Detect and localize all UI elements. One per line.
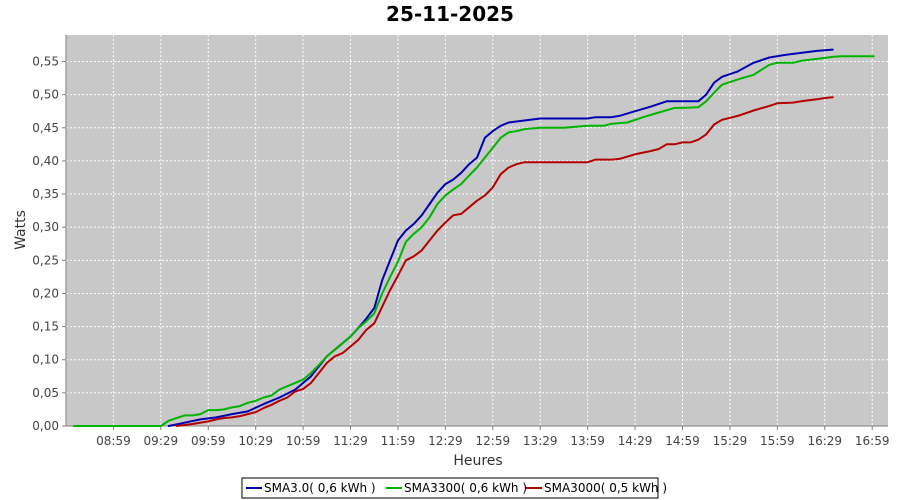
x-tick-label: 09:59 (191, 434, 226, 448)
y-tick-label: 0,30 (32, 220, 59, 234)
series-lines (72, 48, 875, 427)
chart-legend: SMA3.0( 0,6 kWh ) SMA3300( 0,6 kWh ) SMA30… (241, 477, 667, 499)
legend-label-0: SMA3.0( 0,6 kWh ) (264, 481, 376, 495)
chart-title: 25-11-2025 (386, 2, 514, 26)
x-tick-label: 12:59 (476, 434, 511, 448)
legend-label-2: SMA3000( 0,5 kWh ) (544, 481, 667, 495)
y-tick-label: 0,55 (32, 55, 59, 69)
y-tick-label: 0,25 (32, 253, 59, 267)
legend-box (241, 477, 659, 499)
x-tick-label: 16:59 (855, 434, 890, 448)
y-tick-label: 0,45 (32, 121, 59, 135)
y-tick-label: 0,00 (32, 419, 59, 433)
y-axis-label: Watts (13, 210, 29, 250)
x-axis-ticks: 08:59 09:29 09:59 10:29 10:59 11:29 11:59 12:29… (96, 426, 889, 448)
y-axis-ticks: 0,00 0,05 0,10 0,15 0,20 0,25 0,30 0,35 0,40 0,45… (32, 55, 66, 433)
y-tick-label: 0,05 (32, 386, 59, 400)
y-tick-label: 0,15 (32, 320, 59, 334)
x-tick-label: 09:29 (144, 434, 179, 448)
x-tick-label: 10:59 (286, 434, 321, 448)
series-line-0 (167, 48, 834, 427)
x-tick-label: 11:29 (333, 434, 368, 448)
x-axis-label: Heures (453, 453, 502, 469)
grid-lines (66, 35, 888, 426)
y-tick-label: 0,40 (32, 154, 59, 168)
x-tick-label: 15:59 (760, 434, 795, 448)
x-tick-label: 16:29 (807, 434, 842, 448)
x-tick-label: 15:29 (713, 434, 748, 448)
x-tick-label: 13:59 (570, 434, 605, 448)
series-line-1 (72, 55, 875, 427)
y-tick-label: 0,50 (32, 88, 59, 102)
x-tick-label: 08:59 (96, 434, 131, 448)
x-tick-label: 11:59 (381, 434, 416, 448)
x-tick-label: 14:59 (665, 434, 700, 448)
y-tick-label: 0,10 (32, 353, 59, 367)
x-tick-label: 13:29 (523, 434, 558, 448)
x-tick-label: 10:29 (238, 434, 273, 448)
plot-area (66, 35, 888, 426)
legend-label-1: SMA3300( 0,6 kWh ) (404, 481, 527, 495)
y-tick-label: 0,20 (32, 286, 59, 300)
y-tick-label: 0,35 (32, 187, 59, 201)
x-tick-label: 12:29 (428, 434, 463, 448)
series-line-2 (175, 96, 834, 427)
x-tick-label: 14:29 (618, 434, 653, 448)
